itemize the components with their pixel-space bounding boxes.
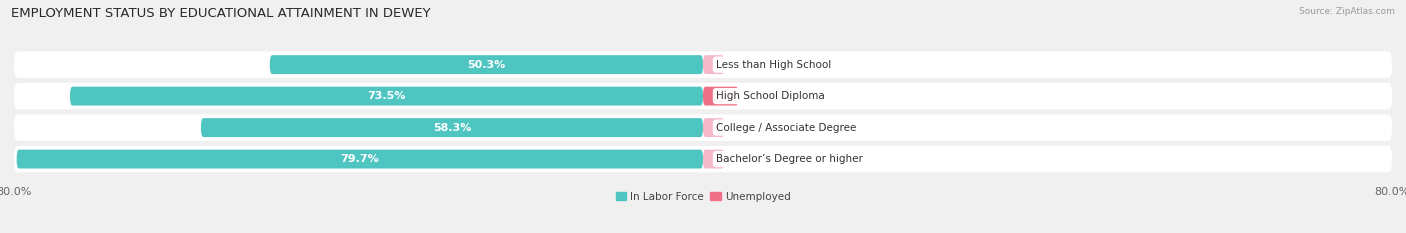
Text: 79.7%: 79.7% [340,154,380,164]
Text: 0.0%: 0.0% [747,154,772,164]
FancyBboxPatch shape [14,83,1392,109]
Text: 73.5%: 73.5% [367,91,406,101]
Text: 50.3%: 50.3% [467,60,506,70]
Text: 58.3%: 58.3% [433,123,471,133]
FancyBboxPatch shape [70,87,703,106]
FancyBboxPatch shape [703,150,724,168]
Text: 0.0%: 0.0% [747,123,772,133]
FancyBboxPatch shape [703,118,724,137]
FancyBboxPatch shape [14,114,1392,141]
FancyBboxPatch shape [703,55,724,74]
Text: EMPLOYMENT STATUS BY EDUCATIONAL ATTAINMENT IN DEWEY: EMPLOYMENT STATUS BY EDUCATIONAL ATTAINM… [11,7,430,20]
Text: Less than High School: Less than High School [716,60,831,70]
Text: Source: ZipAtlas.com: Source: ZipAtlas.com [1299,7,1395,16]
Text: Bachelor’s Degree or higher: Bachelor’s Degree or higher [716,154,863,164]
FancyBboxPatch shape [703,87,738,106]
Text: 0.0%: 0.0% [747,60,772,70]
Legend: In Labor Force, Unemployed: In Labor Force, Unemployed [616,192,790,202]
FancyBboxPatch shape [17,150,703,168]
Text: 4.1%: 4.1% [759,91,786,101]
FancyBboxPatch shape [14,146,1392,172]
Text: High School Diploma: High School Diploma [716,91,825,101]
FancyBboxPatch shape [14,51,1392,78]
Text: College / Associate Degree: College / Associate Degree [716,123,856,133]
FancyBboxPatch shape [270,55,703,74]
FancyBboxPatch shape [201,118,703,137]
